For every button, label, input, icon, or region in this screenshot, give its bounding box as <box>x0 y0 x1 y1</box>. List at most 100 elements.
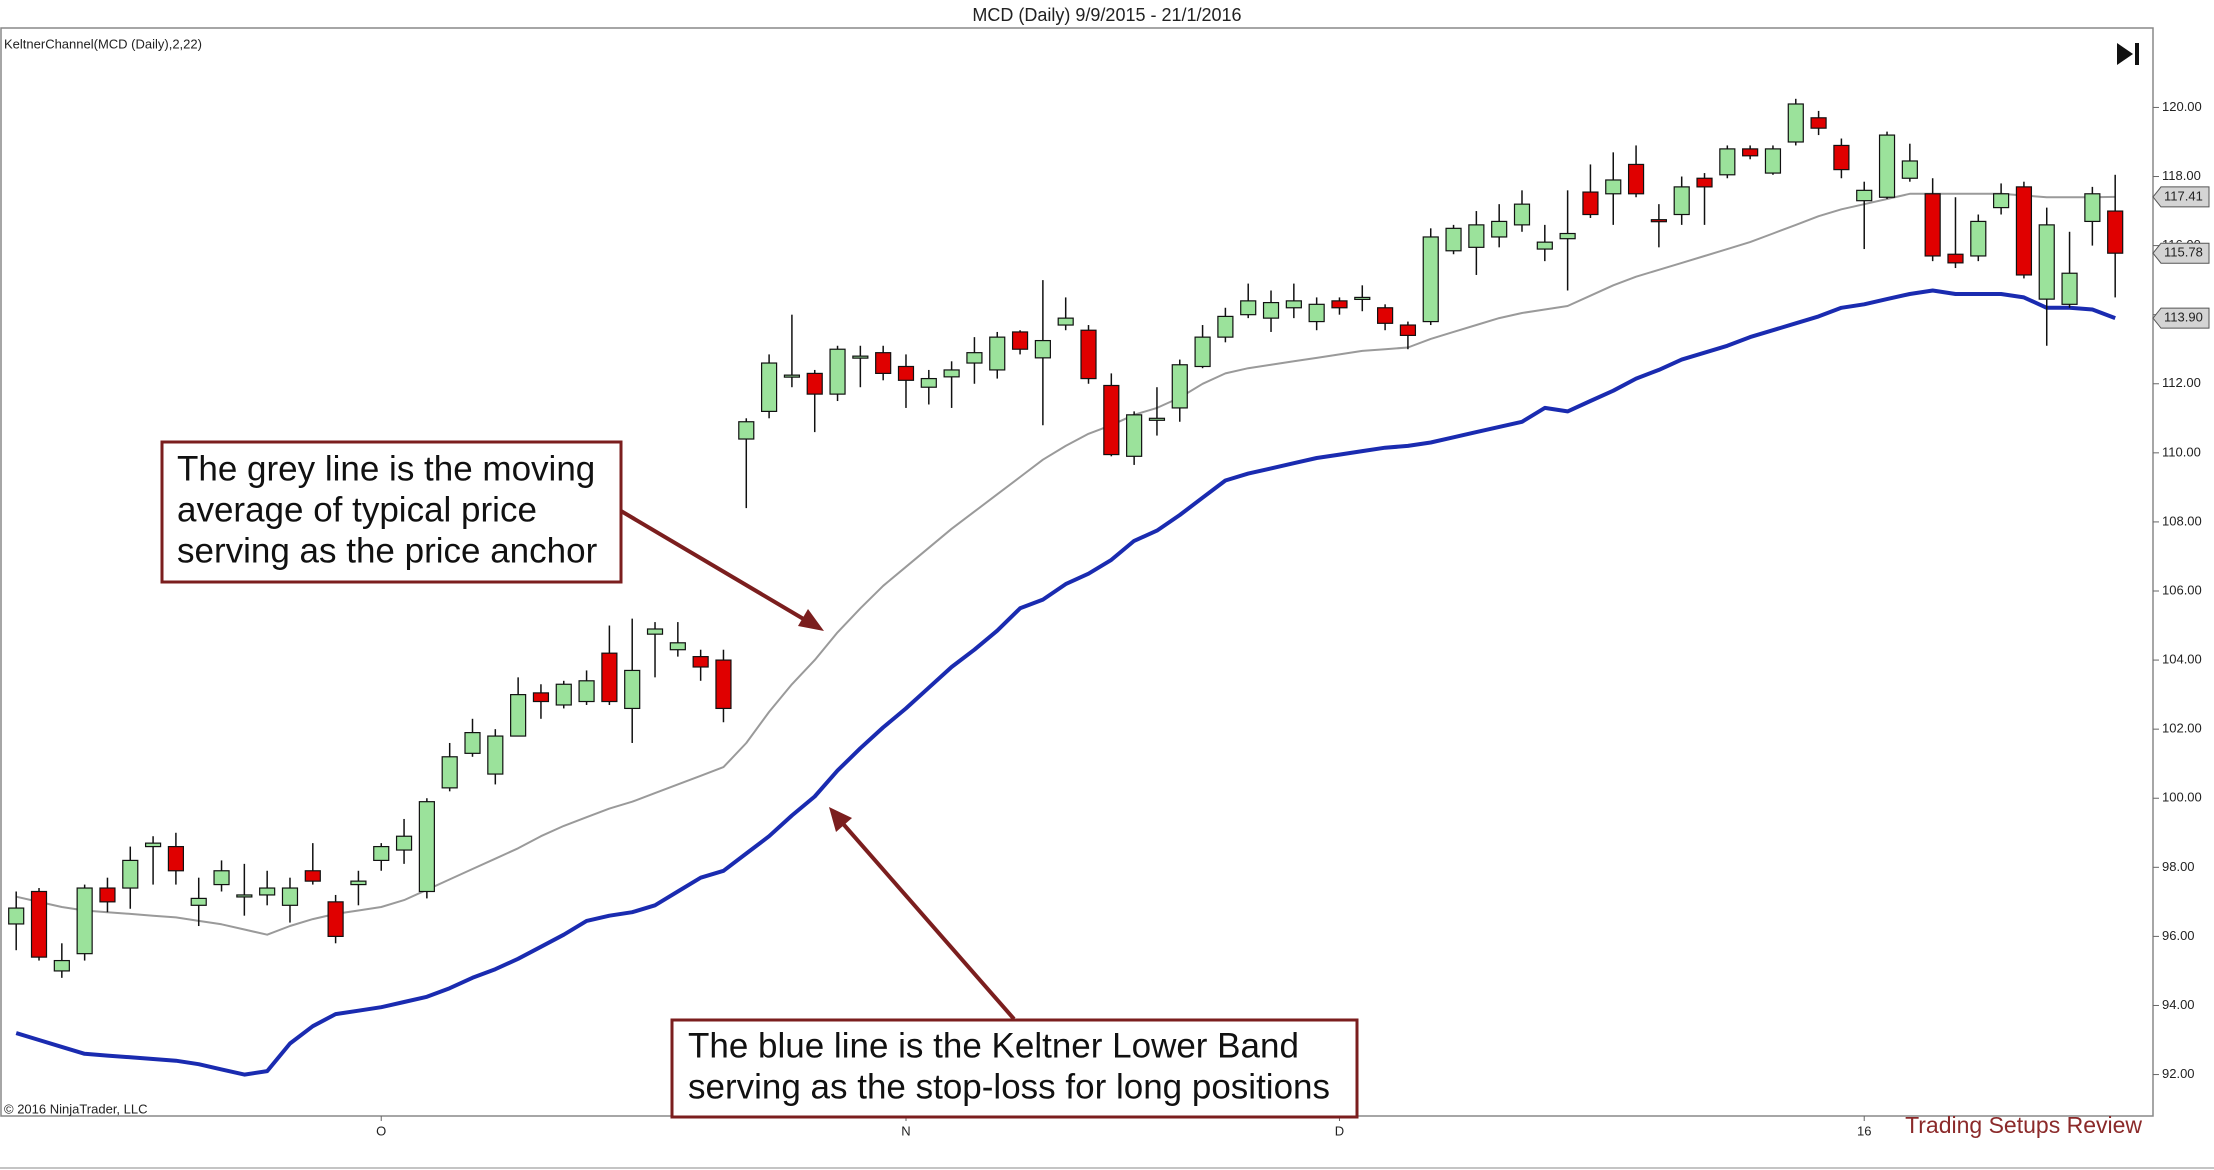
candle-body <box>578 680 595 703</box>
candle-body <box>966 352 983 364</box>
y-tick-label: 94.00 <box>2162 997 2195 1012</box>
candle-body <box>669 642 686 651</box>
candle-body <box>2107 210 2124 254</box>
price-marker <box>2152 307 2210 329</box>
y-tick-label: 110.00 <box>2162 444 2201 459</box>
candle-body <box>2084 193 2101 223</box>
candle-body <box>852 355 869 359</box>
candle-body <box>1285 300 1302 309</box>
candle-body <box>373 845 390 862</box>
play-icon[interactable] <box>2117 43 2133 65</box>
candle-body <box>418 801 435 893</box>
candle-body <box>1719 148 1736 176</box>
candle-body <box>2015 186 2033 276</box>
candle-body <box>1217 315 1234 338</box>
candle-body <box>1696 177 1713 188</box>
candle-body <box>783 374 801 378</box>
candle-body <box>715 659 732 710</box>
x-tick-label: N <box>901 1123 910 1138</box>
candle-body <box>2061 272 2078 305</box>
candle-body <box>1399 324 1417 337</box>
annotation-arrow <box>836 816 1016 1021</box>
bar-icon[interactable] <box>2135 43 2139 65</box>
candle-body <box>989 336 1006 371</box>
indicator-line <box>15 192 2116 936</box>
x-tick-label: D <box>1335 1123 1344 1138</box>
y-tick-label: 92.00 <box>2162 1066 2195 1081</box>
candle-body <box>1445 227 1462 252</box>
x-tick-label: O <box>376 1123 386 1138</box>
candle-body <box>1856 189 1873 202</box>
candle-body <box>1673 186 1690 216</box>
x-tick-label: 16 <box>1857 1123 1871 1138</box>
indicator-line <box>15 288 2116 1077</box>
candle-body <box>350 880 367 886</box>
candle-body <box>760 362 778 412</box>
candle-body <box>510 694 527 737</box>
y-tick-label: 98.00 <box>2162 859 2195 874</box>
candle-body <box>875 352 892 374</box>
y-tick-label: 100.00 <box>2162 790 2202 805</box>
price-marker-label: 113.90 <box>2164 310 2203 325</box>
candle-body <box>1764 148 1782 174</box>
candle-body <box>144 842 162 848</box>
candle-body <box>1810 117 1827 129</box>
annotation-text: average of typical price <box>177 490 537 529</box>
candle-body <box>1582 191 1599 216</box>
candle-body <box>829 348 846 395</box>
candle-body <box>920 377 937 388</box>
y-tick-label: 106.00 <box>2162 582 2202 597</box>
candle-body <box>464 732 481 754</box>
candle-body <box>395 835 413 851</box>
candle-body <box>8 907 25 925</box>
candle-body <box>259 887 276 896</box>
scroll-end-button[interactable] <box>2117 43 2139 65</box>
y-tick-label: 104.00 <box>2162 652 2202 667</box>
candle-body <box>601 652 618 703</box>
candle-body <box>327 901 344 937</box>
chart-title: MCD (Daily) 9/9/2015 - 21/1/2016 <box>972 5 1241 25</box>
annotation-text: The blue line is the Keltner Lower Band <box>688 1026 1299 1065</box>
candle-body <box>555 683 572 706</box>
price-marker-label: 115.78 <box>2164 245 2203 260</box>
annotation-arrow <box>619 509 814 626</box>
candle-body <box>122 859 139 889</box>
candle-body <box>1057 317 1074 326</box>
candle-body <box>99 887 116 903</box>
candle-body <box>1194 336 1211 368</box>
candle-body <box>1034 339 1051 359</box>
y-tick-label: 112.00 <box>2162 375 2201 390</box>
annotation-box <box>670 1018 1359 1119</box>
candle-body <box>1993 193 2010 209</box>
candle-body <box>281 887 299 906</box>
candle-body <box>2038 224 2055 300</box>
annotation-text: The grey line is the moving <box>177 449 595 488</box>
candle-body <box>1605 179 1622 195</box>
candle-body <box>190 897 207 906</box>
candle-body <box>1513 203 1531 226</box>
y-tick-label: 118.00 <box>2162 168 2201 183</box>
price-marker <box>2152 186 2210 208</box>
arrow-head <box>798 609 824 631</box>
candle-body <box>1947 253 1964 264</box>
candle-body <box>1080 329 1097 380</box>
candle-body <box>1103 384 1120 456</box>
candle-body <box>1970 220 1987 257</box>
candle-body <box>943 369 960 378</box>
candle-body <box>1331 300 1348 309</box>
candle-body <box>1924 193 1941 257</box>
annotation-box <box>160 440 623 584</box>
candle-body <box>53 959 70 972</box>
candle-body <box>1262 301 1280 319</box>
y-tick-label: 120.00 <box>2162 99 2202 114</box>
candle-body <box>1742 148 1759 157</box>
candle-body <box>487 735 504 775</box>
candle-body <box>30 890 48 958</box>
candle-body <box>1377 307 1394 324</box>
watermark: Trading Setups Review <box>1905 1112 2142 1138</box>
annotation-text: serving as the price anchor <box>177 531 598 570</box>
candle-body <box>1240 300 1257 316</box>
candle-body <box>1536 241 1553 250</box>
